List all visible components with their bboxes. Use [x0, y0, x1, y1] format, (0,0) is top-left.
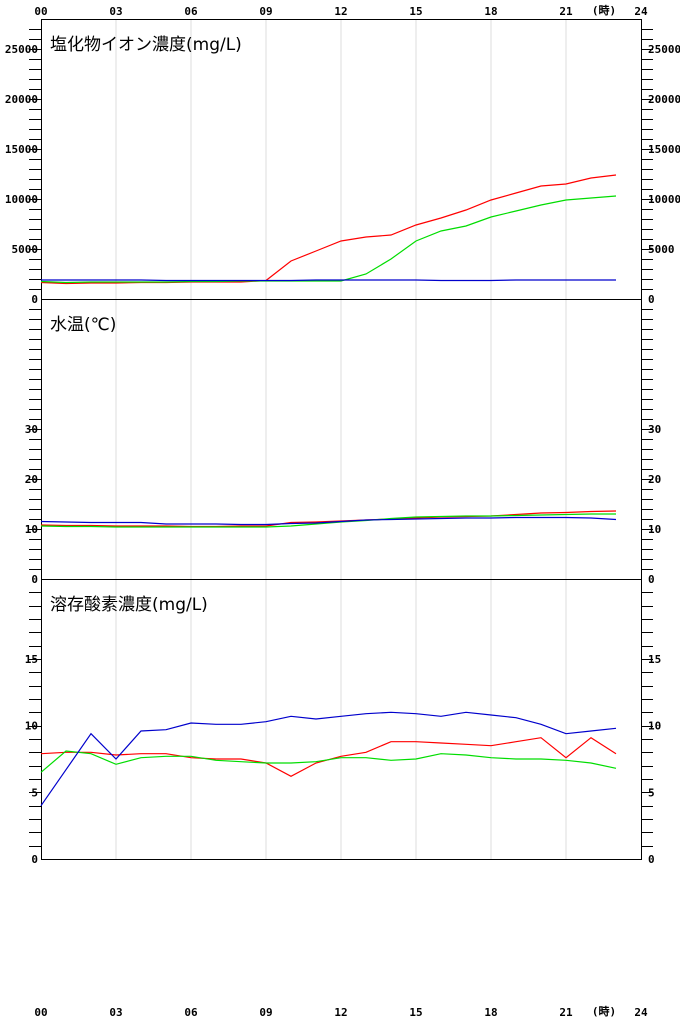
y-tick-label-left: 5 [31, 786, 38, 799]
y-tick-label-left: 30 [25, 423, 38, 436]
x-tick-label-bottom: 21 [559, 1006, 573, 1019]
y-tick-label-right: 20 [648, 473, 661, 486]
y-tick-label-right: 0 [648, 853, 655, 866]
y-tick-label-right: 5 [648, 786, 655, 799]
x-tick-label-bottom: 18 [484, 1006, 497, 1019]
x-tick-label-top: 00 [34, 5, 47, 18]
y-tick-label-left: 20000 [5, 93, 38, 106]
x-tick-label-top: 09 [259, 5, 272, 18]
y-tick-label-right: 0 [648, 293, 655, 306]
y-tick-label-left: 0 [31, 573, 38, 586]
y-tick-label-left: 25000 [5, 43, 38, 56]
x-tick-label-top: 18 [484, 5, 497, 18]
series-line [40, 736, 617, 777]
y-tick-label-left: 15 [25, 653, 38, 666]
x-tick-label-bottom: 15 [409, 1006, 422, 1019]
y-tick-label-right: 20000 [648, 93, 680, 106]
x-tick-label-top: 03 [109, 5, 122, 18]
x-tick-label-bottom: 00 [34, 1006, 47, 1019]
y-tick-label-right: 0 [648, 573, 655, 586]
y-tick-label-left: 5000 [12, 243, 39, 256]
series-line [40, 516, 617, 526]
x-tick-label-bottom: 12 [334, 1006, 347, 1019]
x-tick-label-top: 24 [634, 5, 648, 18]
x-axis-unit-top: (時) [592, 3, 616, 17]
y-tick-label-right: 15000 [648, 143, 680, 156]
y-tick-label-left: 15000 [5, 143, 38, 156]
x-tick-label-bottom: 24 [634, 1006, 648, 1019]
y-tick-label-right: 5000 [648, 243, 675, 256]
y-tick-label-left: 20 [25, 473, 38, 486]
y-tick-label-left: 10000 [5, 193, 38, 206]
x-axis-unit-bottom: (時) [592, 1004, 616, 1018]
x-tick-label-top: 12 [334, 5, 347, 18]
y-tick-label-right: 15 [648, 653, 661, 666]
x-tick-label-top: 15 [409, 5, 422, 18]
panel-title: 塩化物イオン濃度(mg/L) [50, 35, 242, 55]
y-tick-label-right: 10000 [648, 193, 680, 206]
y-tick-label-right: 10 [648, 720, 661, 733]
series-line [40, 195, 617, 284]
x-tick-label-bottom: 06 [184, 1006, 198, 1019]
panel-frame [41, 579, 642, 860]
axis-layer [29, 19, 653, 860]
y-tick-label-right: 10 [648, 523, 661, 536]
x-tick-label-bottom: 09 [259, 1006, 272, 1019]
series-line [41, 279, 616, 282]
grid-layer [115, 19, 567, 859]
y-tick-label-left: 0 [31, 293, 38, 306]
panel-title: 水温(℃) [50, 315, 116, 335]
y-tick-label-left: 0 [31, 853, 38, 866]
series-line [40, 513, 616, 528]
series-line [40, 711, 617, 807]
panel-title: 溶存酸素濃度(mg/L) [50, 595, 208, 615]
y-tick-label-left: 10 [25, 523, 38, 536]
y-tick-label-right: 25000 [648, 43, 680, 56]
series-line [40, 510, 617, 528]
y-tick-label-left: 10 [25, 720, 38, 733]
y-tick-label-right: 30 [648, 423, 661, 436]
x-tick-label-bottom: 03 [109, 1006, 122, 1019]
series-layer [40, 174, 617, 807]
series-line [40, 174, 617, 285]
series-line [40, 750, 617, 773]
x-tick-label-top: 21 [559, 5, 573, 18]
x-tick-label-top: 06 [184, 5, 198, 18]
